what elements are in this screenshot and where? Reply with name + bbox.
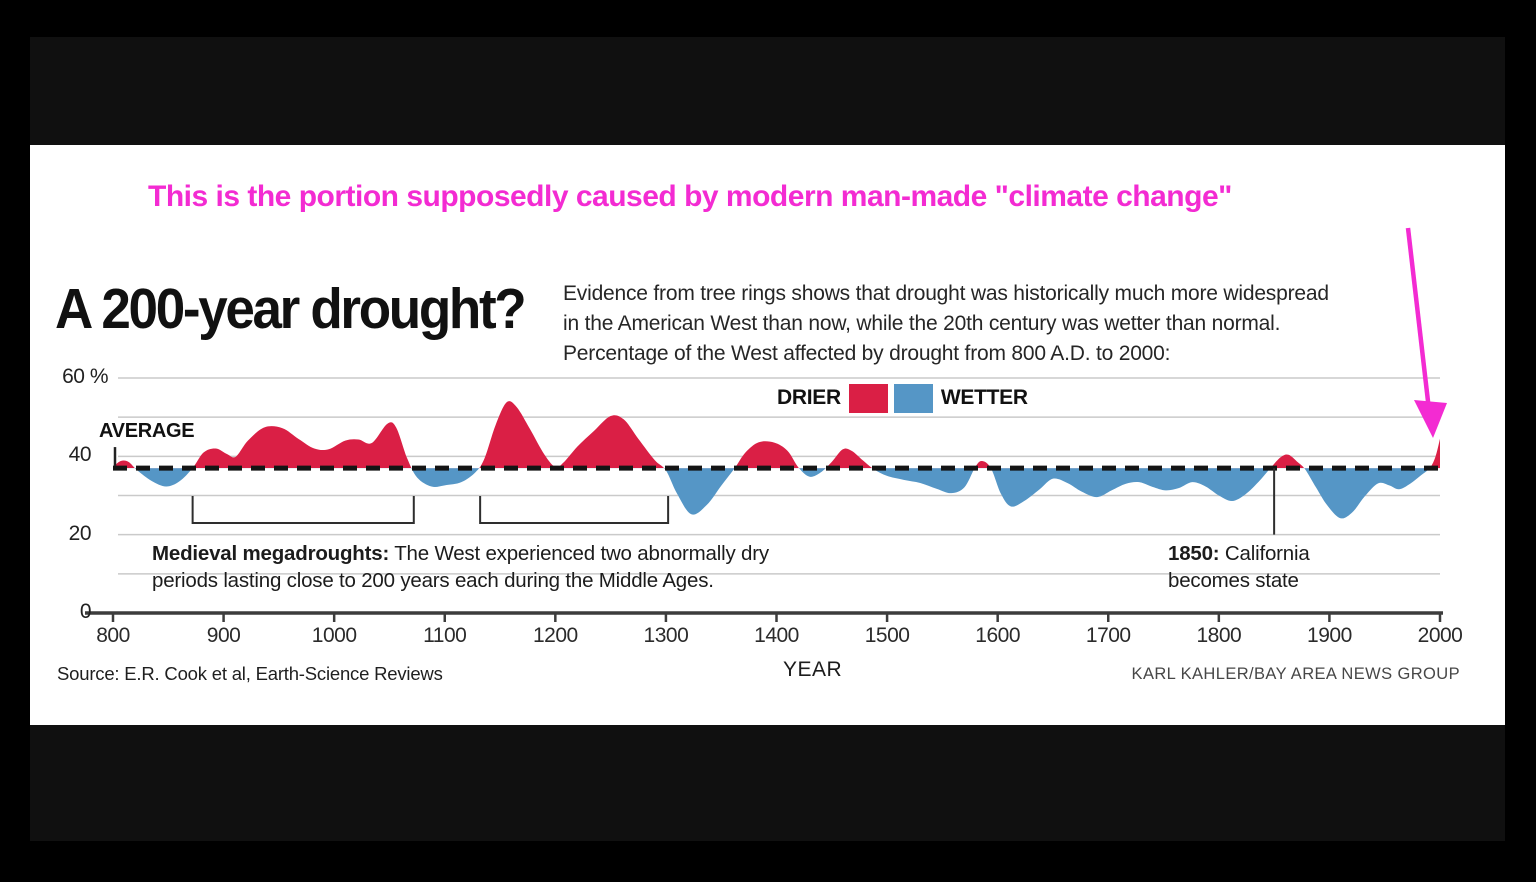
chart-description: Evidence from tree rings shows that drou… — [563, 279, 1443, 369]
drier-color-swatch — [848, 383, 888, 413]
description-line: Percentage of the West affected by droug… — [563, 342, 1171, 365]
y-axis-label: 20 — [68, 521, 92, 545]
x-axis-label: 1300 — [643, 624, 689, 647]
x-axis-label: 1500 — [864, 624, 910, 647]
x-axis-label: 1900 — [1307, 624, 1352, 647]
note-line: periods lasting close to 200 years each … — [152, 569, 714, 592]
description-line: Evidence from tree rings shows that drou… — [563, 282, 1329, 305]
x-axis-label: 2000 — [1417, 624, 1463, 647]
chart-title: A 200-year drought? — [55, 277, 527, 341]
x-axis-label: 1600 — [975, 624, 1021, 647]
x-axis-label: 1100 — [423, 624, 467, 647]
y-axis-label: 0 — [79, 600, 92, 623]
legend-wetter-label: WETTER — [940, 386, 1028, 409]
climate-change-annotation: This is the portion supposedly caused by… — [148, 180, 1232, 213]
chart-legend: DRIER WETTER — [777, 383, 1028, 413]
x-axis-label: 1700 — [1085, 624, 1131, 647]
x-axis-label: 800 — [96, 624, 130, 647]
y-axis-label: 40 — [68, 443, 92, 467]
author-credit: KARL KAHLER/BAY AREA NEWS GROUP — [1131, 665, 1460, 683]
y-axis-label: 60 % — [62, 365, 108, 388]
california-1850-note: 1850: California becomes state — [1168, 540, 1408, 594]
wetter-color-swatch — [893, 383, 933, 413]
note-line: 1850: California — [1168, 542, 1310, 565]
source-credit: Source: E.R. Cook et al, Earth-Science R… — [57, 663, 443, 684]
x-axis-label: 1800 — [1196, 624, 1242, 647]
medieval-megadroughts-note: Medieval megadroughts: The West experien… — [152, 540, 872, 594]
average-line-label: AVERAGE — [99, 420, 195, 442]
note-line: becomes state — [1168, 569, 1299, 592]
x-axis-label: 1200 — [532, 624, 578, 647]
legend-drier-label: DRIER — [777, 386, 841, 409]
x-axis-label: 1400 — [754, 624, 799, 647]
note-line: Medieval megadroughts: The West experien… — [152, 542, 769, 565]
x-axis-label: 900 — [206, 624, 241, 647]
x-axis-label: 1000 — [311, 624, 357, 647]
x-axis-title: YEAR — [783, 658, 843, 681]
description-line: in the American West than now, while the… — [563, 312, 1281, 335]
